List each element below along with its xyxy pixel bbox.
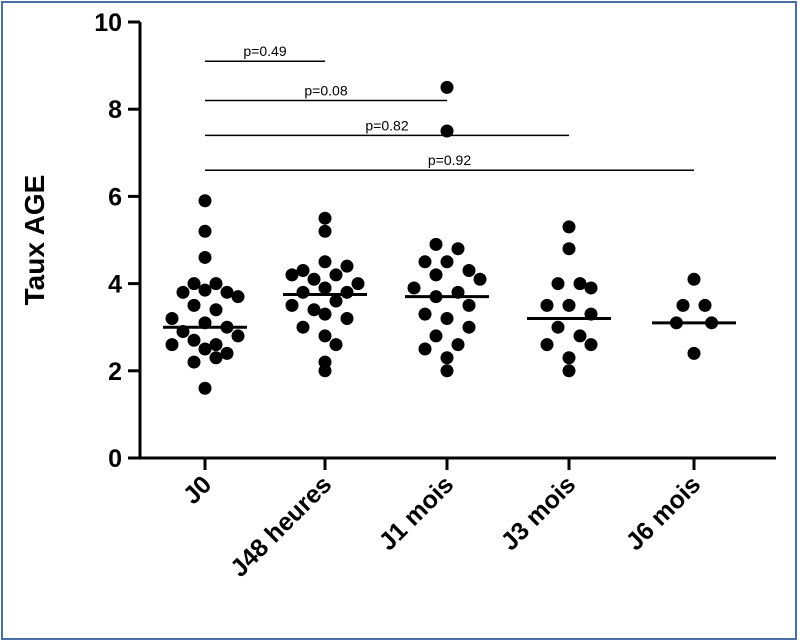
data-point xyxy=(329,268,343,282)
data-point xyxy=(209,338,223,352)
data-point xyxy=(451,242,465,256)
data-point xyxy=(551,320,565,334)
data-point xyxy=(698,298,712,312)
data-point xyxy=(407,281,421,295)
data-point xyxy=(584,281,598,295)
data-point xyxy=(209,351,223,365)
data-point xyxy=(451,338,465,352)
data-point xyxy=(687,346,701,360)
data-point xyxy=(562,220,576,234)
data-point xyxy=(473,272,487,286)
y-tick-label: 10 xyxy=(94,9,122,37)
data-point xyxy=(220,346,234,360)
x-tick-label: J0 xyxy=(178,470,217,509)
data-point xyxy=(418,255,432,269)
data-point xyxy=(440,255,454,269)
y-tick-label: 2 xyxy=(108,358,122,386)
data-point xyxy=(318,307,332,321)
data-point xyxy=(318,329,332,343)
data-point xyxy=(562,351,576,365)
p-value-label: p=0.08 xyxy=(304,82,347,98)
x-tick-label: J48 heures xyxy=(225,470,337,582)
data-point xyxy=(329,294,343,308)
data-point xyxy=(231,329,245,343)
data-point xyxy=(562,364,576,378)
data-point xyxy=(209,303,223,317)
data-point xyxy=(318,281,332,295)
data-point xyxy=(285,268,299,282)
data-point xyxy=(318,255,332,269)
data-point xyxy=(187,277,201,291)
data-point xyxy=(307,303,321,317)
data-point xyxy=(418,307,432,321)
y-tick-label: 0 xyxy=(108,445,122,473)
data-point xyxy=(573,329,587,343)
p-value-label: p=0.92 xyxy=(428,152,471,168)
data-point xyxy=(540,298,554,312)
data-point xyxy=(551,277,565,291)
data-point xyxy=(329,338,343,352)
data-point xyxy=(165,338,179,352)
data-point xyxy=(296,285,310,299)
data-point xyxy=(340,285,354,299)
p-value-label: p=0.49 xyxy=(243,43,286,59)
data-point xyxy=(198,283,212,297)
data-point xyxy=(418,342,432,356)
data-point xyxy=(307,272,321,286)
data-point xyxy=(676,298,690,312)
data-point xyxy=(562,298,576,312)
data-point xyxy=(462,320,476,334)
data-point xyxy=(440,124,454,138)
y-axis-label: Taux AGE xyxy=(19,175,50,306)
y-tick-label: 8 xyxy=(108,96,122,124)
y-tick-label: 4 xyxy=(108,271,122,299)
data-point xyxy=(165,311,179,325)
data-point xyxy=(462,264,476,278)
data-point xyxy=(440,364,454,378)
data-point xyxy=(429,329,443,343)
data-point xyxy=(540,338,554,352)
data-point xyxy=(318,364,332,378)
data-point xyxy=(318,211,332,225)
data-point xyxy=(318,224,332,238)
data-point xyxy=(687,272,701,286)
data-point xyxy=(187,355,201,369)
data-point xyxy=(296,264,310,278)
data-point xyxy=(562,242,576,256)
x-tick-label: J1 mois xyxy=(374,470,460,556)
data-point xyxy=(198,250,212,264)
data-point xyxy=(429,237,443,251)
data-point xyxy=(231,290,245,304)
data-point xyxy=(285,298,299,312)
data-point xyxy=(220,285,234,299)
data-point xyxy=(440,80,454,94)
data-point xyxy=(187,333,201,347)
data-point xyxy=(198,224,212,238)
data-point xyxy=(176,285,190,299)
data-point xyxy=(462,298,476,312)
data-point xyxy=(351,277,365,291)
data-point xyxy=(340,259,354,273)
x-tick-label: J3 mois xyxy=(496,470,582,556)
y-tick-label: 6 xyxy=(108,183,122,211)
data-point xyxy=(440,351,454,365)
data-point xyxy=(429,268,443,282)
x-tick-label: J6 mois xyxy=(621,470,707,556)
data-point xyxy=(573,277,587,291)
data-point xyxy=(440,311,454,325)
data-point xyxy=(198,381,212,395)
data-point xyxy=(296,320,310,334)
data-point xyxy=(209,277,223,291)
data-point xyxy=(198,342,212,356)
data-point xyxy=(198,194,212,208)
data-point xyxy=(187,298,201,312)
data-point xyxy=(584,338,598,352)
p-value-label: p=0.82 xyxy=(365,117,408,133)
data-point xyxy=(340,311,354,325)
